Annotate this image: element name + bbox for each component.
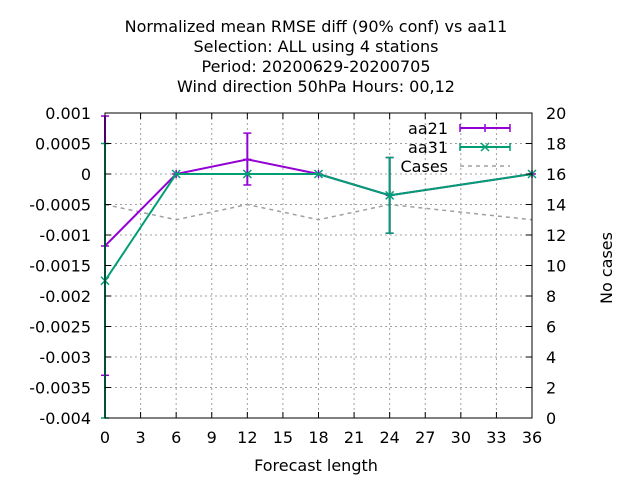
cross-marker xyxy=(242,169,252,179)
y2-tick-label: 16 xyxy=(546,165,566,184)
x-tick-label: 12 xyxy=(237,428,257,447)
title-line: Normalized mean RMSE diff (90% conf) vs … xyxy=(125,17,508,36)
y2-tick-label: 20 xyxy=(546,104,566,123)
x-tick-label: 15 xyxy=(273,428,293,447)
cross-marker xyxy=(385,190,395,200)
y2-axis-label: No cases xyxy=(597,232,616,304)
cross-marker xyxy=(313,169,324,179)
y-tick-label: 0 xyxy=(81,165,91,184)
data-series xyxy=(100,115,537,419)
y-tick-label: -0.0005 xyxy=(29,196,91,215)
y-tick-label: -0.001 xyxy=(39,226,91,245)
x-tick-label: 27 xyxy=(415,428,435,447)
y2-tick-label: 4 xyxy=(546,348,556,367)
x-tick-label: 21 xyxy=(344,428,364,447)
x-tick-label: 33 xyxy=(486,428,506,447)
title-line: Period: 20200629-20200705 xyxy=(201,57,430,76)
y-tick-label: -0.004 xyxy=(39,409,91,428)
legend-label: aa31 xyxy=(408,138,448,157)
grid xyxy=(105,113,532,418)
cross-marker xyxy=(480,142,490,152)
x-tick-label: 36 xyxy=(522,428,542,447)
axis-ticks: 0 3 6 9 12 15 18 21 24 27 30 33 360.0010.00050-0.000… xyxy=(29,104,566,447)
y2-tick-label: 2 xyxy=(546,379,556,398)
y-tick-label: -0.002 xyxy=(39,287,91,306)
cross-marker xyxy=(171,169,181,179)
x-tick-label: 18 xyxy=(308,428,328,447)
x-tick-label: 6 xyxy=(171,428,181,447)
x-axis-label: Forecast length xyxy=(254,456,378,475)
y2-tick-label: 18 xyxy=(546,135,566,154)
y2-tick-label: 8 xyxy=(546,287,556,306)
title-line: Selection: ALL using 4 stations xyxy=(193,37,438,56)
y-tick-label: 0.001 xyxy=(45,104,91,123)
cases-series xyxy=(104,203,533,221)
title-line: Wind direction 50hPa Hours: 00,12 xyxy=(177,77,455,96)
x-tick-label: 3 xyxy=(135,428,145,447)
y2-tick-label: 6 xyxy=(546,318,556,337)
x-tick-label: 24 xyxy=(379,428,399,447)
x-tick-label: 9 xyxy=(207,428,217,447)
chart-title: Normalized mean RMSE diff (90% conf) vs … xyxy=(125,17,508,96)
y2-tick-label: 10 xyxy=(546,257,566,276)
y-tick-label: -0.0015 xyxy=(29,257,91,276)
legend-label: Cases xyxy=(401,157,449,176)
y-tick-label: -0.0025 xyxy=(29,318,91,337)
y2-tick-label: 14 xyxy=(546,196,566,215)
x-tick-label: 0 xyxy=(100,428,110,447)
y-tick-label: -0.0035 xyxy=(29,379,91,398)
y2-tick-label: 0 xyxy=(546,409,556,428)
cases-line xyxy=(104,203,533,221)
y-tick-label: -0.003 xyxy=(39,348,91,367)
y-tick-label: 0.0005 xyxy=(35,135,91,154)
legend-label: aa21 xyxy=(408,119,448,138)
series-line-aa31 xyxy=(104,173,533,282)
y2-tick-label: 12 xyxy=(546,226,566,245)
x-tick-label: 30 xyxy=(451,428,471,447)
